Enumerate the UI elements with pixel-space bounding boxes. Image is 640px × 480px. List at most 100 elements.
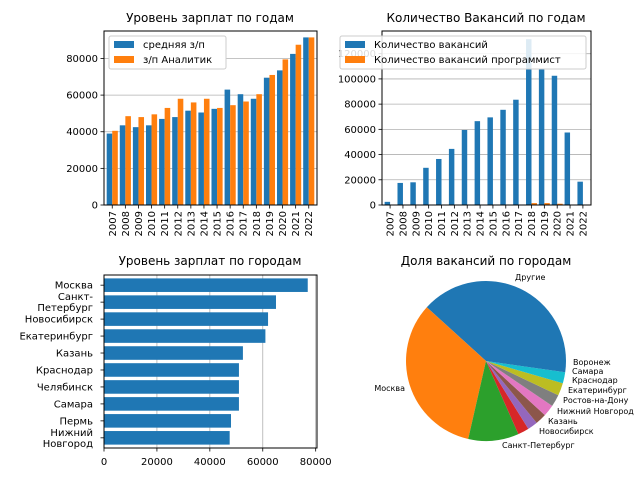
c2-xtick-label: 2008 bbox=[398, 211, 409, 236]
c1-bar bbox=[243, 101, 249, 205]
c2-xtick-label: 2017 bbox=[514, 211, 525, 236]
chart4-slices bbox=[406, 281, 566, 441]
c3-bar bbox=[104, 278, 308, 292]
c1-xtick-label: 2022 bbox=[304, 211, 315, 236]
c1-xtick-label: 2019 bbox=[265, 211, 276, 236]
chart3-xticks: 0 20000 40000 60000 80000 bbox=[101, 448, 332, 468]
c2-bar bbox=[474, 121, 481, 205]
c2-xtick-label: 2012 bbox=[450, 211, 461, 236]
c1-bar bbox=[190, 102, 197, 205]
chart1-legend-label-analyst: з/п Аналитик bbox=[143, 55, 212, 66]
c2-bar bbox=[448, 148, 455, 205]
c3-bar bbox=[104, 312, 269, 326]
c1-xtick-label: 2010 bbox=[147, 211, 158, 236]
c2-xtick-label: 2010 bbox=[424, 211, 435, 236]
c1-xtick-label: 2021 bbox=[291, 211, 302, 236]
c1-bar bbox=[132, 127, 139, 205]
c3-bar bbox=[104, 380, 239, 394]
c4-slice-label: Нижний Новгород bbox=[557, 407, 634, 416]
c1-xtick-label: 2018 bbox=[252, 211, 263, 236]
chart2-bars bbox=[384, 39, 583, 206]
c2-xtick-label: 2020 bbox=[553, 211, 564, 236]
c4-slice bbox=[486, 361, 545, 423]
c4-slice bbox=[426, 281, 566, 361]
c2-bar bbox=[436, 158, 442, 205]
c2-xtick-label: 2013 bbox=[463, 211, 474, 236]
c3-ytick-label: Пермь bbox=[60, 416, 94, 427]
c1-bar bbox=[256, 94, 262, 205]
c2-ytick-label: 80000 bbox=[344, 100, 376, 111]
c1-bar bbox=[230, 105, 236, 205]
chart2-frame bbox=[381, 30, 592, 206]
c1-xtick-label: 2020 bbox=[278, 211, 289, 236]
c4-slice bbox=[486, 361, 559, 406]
c1-bar bbox=[303, 37, 309, 206]
c2-bar bbox=[384, 201, 391, 205]
chart4-title: Доля вакансий по городам bbox=[401, 254, 572, 268]
c1-bar bbox=[211, 108, 218, 205]
c2-ytick-label: 40000 bbox=[344, 150, 376, 161]
c3-xtick-label: 80000 bbox=[300, 457, 332, 468]
c1-bar bbox=[290, 53, 296, 205]
chart3-bars bbox=[104, 278, 308, 445]
c1-bar bbox=[203, 98, 210, 205]
c2-xtick-label: 2011 bbox=[437, 211, 448, 236]
c3-xtick-label: 20000 bbox=[141, 457, 173, 468]
c3-ytick-label: Челябинск bbox=[37, 382, 93, 393]
c1-bar bbox=[198, 112, 204, 205]
c1-bar bbox=[224, 89, 231, 205]
c1-xtick-label: 2009 bbox=[134, 211, 145, 236]
c1-bar bbox=[172, 117, 178, 205]
c3-xtick-label: 60000 bbox=[247, 457, 279, 468]
c1-xtick-label: 2014 bbox=[199, 211, 210, 236]
c3-ytick-label: Казань bbox=[56, 349, 93, 360]
c2-bar bbox=[538, 68, 545, 206]
c1-ytick-label: 20000 bbox=[66, 164, 98, 175]
c2-bar bbox=[564, 132, 571, 205]
c4-slice bbox=[486, 361, 529, 435]
chart-salary-by-city: Уровень зарплат по городам МоскваСанкт-П… bbox=[19, 254, 331, 468]
c1-bar bbox=[263, 77, 270, 205]
c1-xtick-label: 2008 bbox=[121, 211, 132, 236]
chart1-legend-swatch-analyst bbox=[114, 56, 134, 63]
c3-bar bbox=[104, 346, 243, 360]
c2-bar bbox=[397, 182, 403, 205]
chart-vacancy-share-by-city: Доля вакансий по городам Другие Москва Сан… bbox=[374, 254, 634, 450]
c4-slice bbox=[486, 361, 563, 396]
c3-bar bbox=[104, 363, 239, 377]
c2-ytick-label: 0 bbox=[370, 201, 376, 212]
c4-slice bbox=[468, 361, 519, 441]
c2-xtick-label: 2022 bbox=[578, 211, 589, 236]
c1-ytick-label: 0 bbox=[92, 201, 98, 212]
chart2-title: Количество Вакансий по годам bbox=[386, 11, 585, 25]
c4-slice bbox=[486, 361, 566, 373]
c1-bar bbox=[151, 114, 158, 205]
chart2-legend: Количество вакансий Количество вакансий … bbox=[339, 35, 587, 70]
c2-bar bbox=[410, 182, 416, 205]
c1-bar bbox=[185, 110, 191, 205]
c3-ytick-label: Новосибирск bbox=[25, 315, 93, 326]
c3-bar bbox=[104, 397, 239, 411]
chart2-legend-swatch-all bbox=[345, 41, 365, 48]
c2-xtick-label: 2019 bbox=[540, 211, 551, 236]
c3-xtick-label: 40000 bbox=[194, 457, 226, 468]
chart1-legend-box bbox=[108, 35, 227, 70]
c1-ytick-label: 40000 bbox=[66, 127, 98, 138]
c3-ytick-label: Санкт-Петербург bbox=[37, 292, 93, 314]
c4-slice bbox=[486, 361, 537, 429]
c2-xtick-label: 2021 bbox=[566, 211, 577, 236]
c3-bar bbox=[104, 329, 266, 343]
c1-xtick-label: 2015 bbox=[213, 211, 224, 236]
c1-xtick-label: 2011 bbox=[160, 211, 171, 236]
chart4-labels: Другие Москва Санкт-Петербург НовосибирскКа… bbox=[374, 273, 634, 450]
c2-bar bbox=[526, 39, 532, 206]
c1-bar bbox=[145, 125, 152, 205]
chart2-legend-label-programmer: Количество вакансий программист bbox=[374, 55, 561, 66]
c1-bar bbox=[295, 44, 302, 205]
chart1-title: Уровень зарплат по годам bbox=[126, 11, 294, 25]
c1-bar bbox=[269, 74, 276, 206]
c2-xtick-label: 2014 bbox=[476, 211, 487, 236]
c2-xtick-label: 2015 bbox=[488, 211, 499, 236]
chart1-legend-swatch-avg bbox=[114, 41, 134, 48]
